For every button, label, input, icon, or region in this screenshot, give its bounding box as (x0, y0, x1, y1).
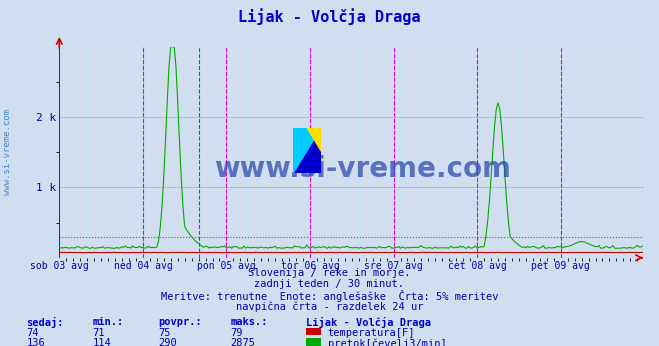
Text: Lijak - Volčja Draga: Lijak - Volčja Draga (306, 317, 432, 328)
Text: 2875: 2875 (231, 338, 256, 346)
Text: www.si-vreme.com: www.si-vreme.com (214, 155, 511, 183)
Text: povpr.:: povpr.: (158, 317, 202, 327)
Text: zadnji teden / 30 minut.: zadnji teden / 30 minut. (254, 279, 405, 289)
Text: temperatura[F]: temperatura[F] (328, 328, 415, 338)
Text: Slovenija / reke in morje.: Slovenija / reke in morje. (248, 268, 411, 278)
Text: pretok[čevelj3/min]: pretok[čevelj3/min] (328, 338, 446, 346)
Text: Lijak - Volčja Draga: Lijak - Volčja Draga (239, 9, 420, 26)
Text: 71: 71 (92, 328, 105, 338)
Text: min.:: min.: (92, 317, 123, 327)
Text: 79: 79 (231, 328, 243, 338)
Text: navpična črta - razdelek 24 ur: navpična črta - razdelek 24 ur (236, 301, 423, 312)
Text: maks.:: maks.: (231, 317, 268, 327)
Text: www.si-vreme.com: www.si-vreme.com (3, 109, 13, 195)
Polygon shape (293, 128, 321, 173)
Text: sedaj:: sedaj: (26, 317, 64, 328)
Text: 75: 75 (158, 328, 171, 338)
Text: 136: 136 (26, 338, 45, 346)
Text: 74: 74 (26, 328, 39, 338)
Text: 114: 114 (92, 338, 111, 346)
Text: Meritve: trenutne  Enote: anglešaške  Črta: 5% meritev: Meritve: trenutne Enote: anglešaške Črta… (161, 290, 498, 302)
Polygon shape (307, 128, 321, 151)
Text: 290: 290 (158, 338, 177, 346)
